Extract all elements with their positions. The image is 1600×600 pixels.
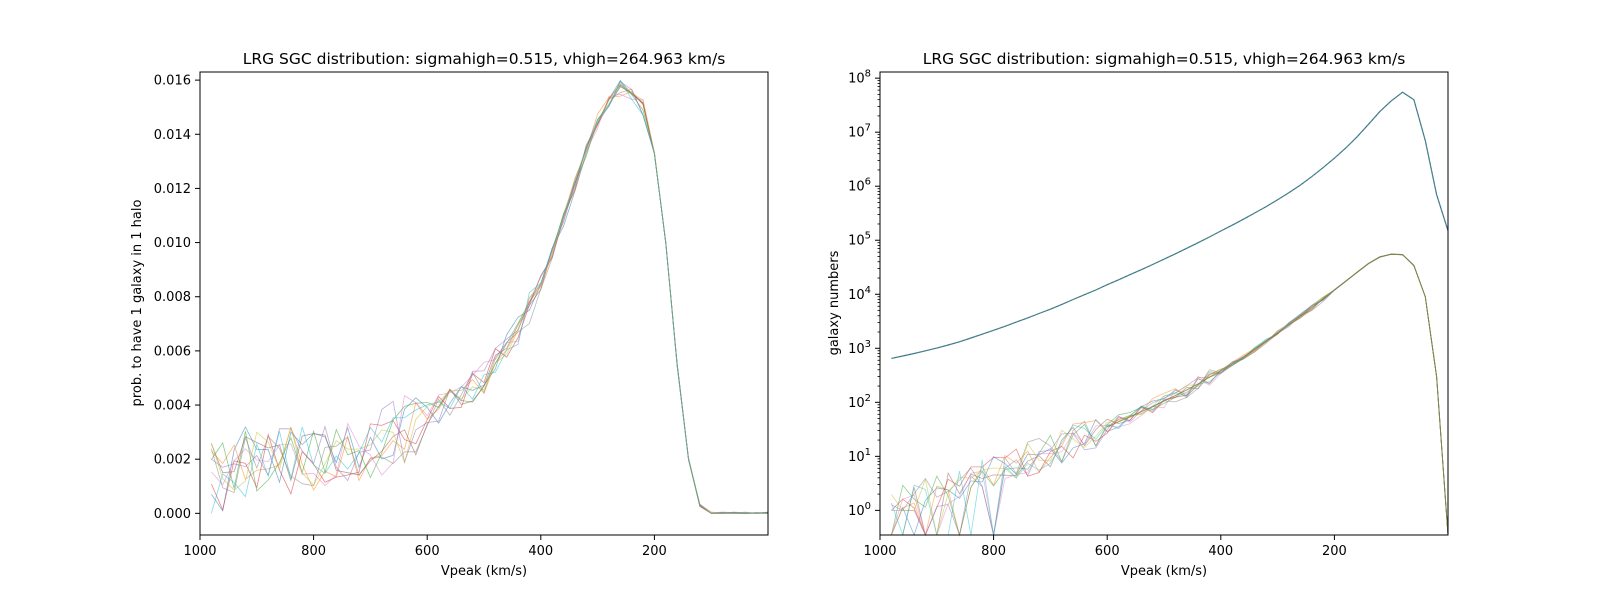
right-y-tick-label: 107 [848,123,871,141]
right-y-tick-label: 105 [848,231,871,249]
right-chart-xlabel: Vpeak (km/s) [1121,564,1207,579]
left-y-tick-label: 0.010 [154,236,191,251]
left-y-tick-label: 0.002 [154,453,191,468]
right-chart-y-ticks: 100 101 102 103 104 105 106 107 108 [848,69,880,519]
right-x-tick-label: 200 [1322,544,1347,559]
left-y-tick-label: 0.014 [154,128,191,143]
right-y-tick-label: 104 [848,285,871,303]
right-y-tick-label: 102 [848,393,871,411]
left-chart-ylabel: prob. to have 1 galaxy in 1 halo [130,200,145,407]
right-y-tick-label: 101 [848,447,871,465]
left-y-tick-label: 0.012 [154,182,191,197]
left-y-tick-label: 0.008 [154,290,191,305]
left-chart-title: LRG SGC distribution: sigmahigh=0.515, v… [243,50,726,68]
left-x-tick-label: 600 [415,544,440,559]
right-chart-frame [879,71,1449,536]
right-chart-series-group [891,91,1449,537]
left-y-tick-label: 0.004 [154,399,191,414]
right-x-tick-label: 400 [1208,544,1233,559]
left-x-tick-label: 200 [642,544,667,559]
left-y-tick-label: 0.000 [154,507,191,522]
right-x-tick-label: 1000 [863,544,896,559]
left-series-line [211,79,769,514]
right-x-tick-label: 600 [1095,544,1120,559]
right-galaxy-mean-line [1106,253,1449,536]
left-series-line [211,82,768,514]
left-x-tick-label: 800 [301,544,326,559]
right-y-tick-label: 103 [848,339,871,357]
right-chart-title: LRG SGC distribution: sigmahigh=0.515, v… [923,50,1406,68]
left-chart-y-ticks: 0.000 0.002 0.004 0.006 0.008 0.010 0.012 0.014… [154,74,200,522]
right-y-tick-label: 108 [848,69,871,87]
right-y-tick-label: 100 [848,501,871,519]
left-chart-panel: LRG SGC distribution: sigmahigh=0.515, v… [130,50,769,579]
left-y-tick-label: 0.006 [154,344,191,359]
left-series-line [211,80,769,514]
right-chart-ylabel: galaxy numbers [827,250,842,355]
right-chart-panel: LRG SGC distribution: sigmahigh=0.515, v… [827,50,1449,579]
right-series-line [891,253,1449,537]
left-series-line [211,84,769,514]
left-chart-x-ticks: 1000 800 600 400 200 [183,535,667,559]
right-y-tick-label: 106 [848,177,871,195]
right-halo-line-dashed [891,91,1449,359]
left-chart-xlabel: Vpeak (km/s) [441,564,527,579]
left-x-tick-label: 400 [528,544,553,559]
left-x-tick-label: 1000 [183,544,216,559]
right-x-tick-label: 800 [981,544,1006,559]
right-halo-line [891,91,1449,359]
left-y-tick-label: 0.016 [154,74,191,89]
left-series-line [211,80,769,514]
left-chart-series-group [211,79,769,514]
left-chart-frame [199,71,769,536]
right-chart-x-ticks: 1000 800 600 400 200 [863,535,1347,559]
